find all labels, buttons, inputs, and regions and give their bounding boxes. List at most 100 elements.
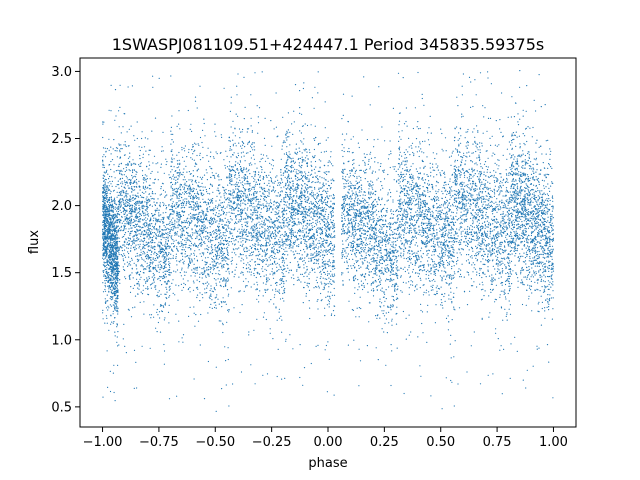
data-point <box>147 138 149 140</box>
data-point <box>107 274 109 276</box>
data-point <box>168 398 171 400</box>
data-point <box>247 221 249 223</box>
data-point <box>102 161 104 163</box>
data-point <box>189 203 192 206</box>
data-point <box>225 188 227 191</box>
data-point <box>203 268 205 270</box>
data-point <box>201 182 203 184</box>
data-point <box>129 234 131 236</box>
data-point <box>152 182 154 184</box>
data-point <box>240 167 243 169</box>
data-point <box>108 178 110 180</box>
data-point <box>168 228 170 230</box>
data-point <box>182 262 184 264</box>
data-point <box>104 302 106 304</box>
data-point <box>186 218 188 220</box>
data-point <box>234 165 236 167</box>
data-point <box>270 202 273 204</box>
data-point <box>198 198 200 200</box>
data-point <box>107 275 110 277</box>
data-point <box>193 213 195 216</box>
data-point <box>229 148 231 150</box>
data-point <box>180 196 183 199</box>
data-point <box>197 208 199 210</box>
data-point <box>124 232 127 234</box>
data-point <box>124 216 126 218</box>
data-point <box>217 261 219 264</box>
data-point <box>280 201 282 203</box>
data-point <box>178 221 180 223</box>
data-point <box>127 145 129 147</box>
data-point <box>168 247 170 249</box>
data-point <box>264 171 266 173</box>
data-point <box>183 263 185 265</box>
data-point <box>104 178 106 180</box>
data-point <box>196 107 198 109</box>
data-point <box>110 299 112 301</box>
data-point <box>234 243 236 245</box>
data-point <box>167 258 169 260</box>
data-point <box>124 254 126 256</box>
data-point <box>129 232 131 234</box>
data-point <box>274 238 276 240</box>
data-point <box>117 225 119 227</box>
data-point <box>242 202 244 204</box>
data-point <box>133 218 135 221</box>
data-point <box>155 234 158 236</box>
data-point <box>226 230 228 232</box>
data-point <box>218 263 220 265</box>
data-point <box>282 269 284 271</box>
data-point <box>159 275 161 278</box>
data-point <box>199 189 201 191</box>
data-point <box>109 235 111 237</box>
data-point <box>191 238 193 240</box>
data-point <box>125 164 127 166</box>
data-point <box>119 178 122 180</box>
data-point <box>135 173 137 175</box>
data-point <box>179 162 181 164</box>
data-point <box>117 281 119 283</box>
data-point <box>120 182 122 184</box>
data-point <box>159 268 161 270</box>
data-point <box>202 210 204 212</box>
data-point <box>248 334 250 336</box>
data-point <box>116 276 118 278</box>
data-point <box>115 213 117 215</box>
data-point <box>213 302 215 304</box>
data-point <box>181 201 183 203</box>
data-point <box>241 245 243 247</box>
data-point <box>282 297 284 299</box>
data-point <box>119 246 121 248</box>
data-point <box>122 183 124 185</box>
data-point <box>210 210 212 212</box>
data-point <box>102 318 104 320</box>
data-point <box>102 195 104 197</box>
data-point <box>141 205 143 207</box>
data-point <box>222 226 224 228</box>
data-point <box>104 232 106 234</box>
data-point <box>161 256 163 258</box>
data-point <box>231 178 233 180</box>
data-point <box>193 258 196 260</box>
data-point <box>170 213 172 215</box>
data-point <box>159 202 161 204</box>
data-point <box>105 257 107 259</box>
data-point <box>106 300 109 302</box>
data-point <box>212 156 215 158</box>
data-point <box>253 232 255 234</box>
data-point <box>265 229 267 231</box>
data-point <box>139 213 141 215</box>
data-point <box>192 144 194 146</box>
data-point <box>154 259 156 261</box>
data-point <box>169 235 171 237</box>
data-point <box>189 188 191 190</box>
data-point <box>205 227 207 229</box>
data-point <box>197 244 200 246</box>
data-point <box>195 188 197 190</box>
data-point <box>211 261 213 263</box>
data-point <box>193 204 195 206</box>
data-point <box>227 277 229 279</box>
data-point <box>136 183 138 185</box>
data-point <box>215 238 217 240</box>
data-point <box>103 241 105 243</box>
